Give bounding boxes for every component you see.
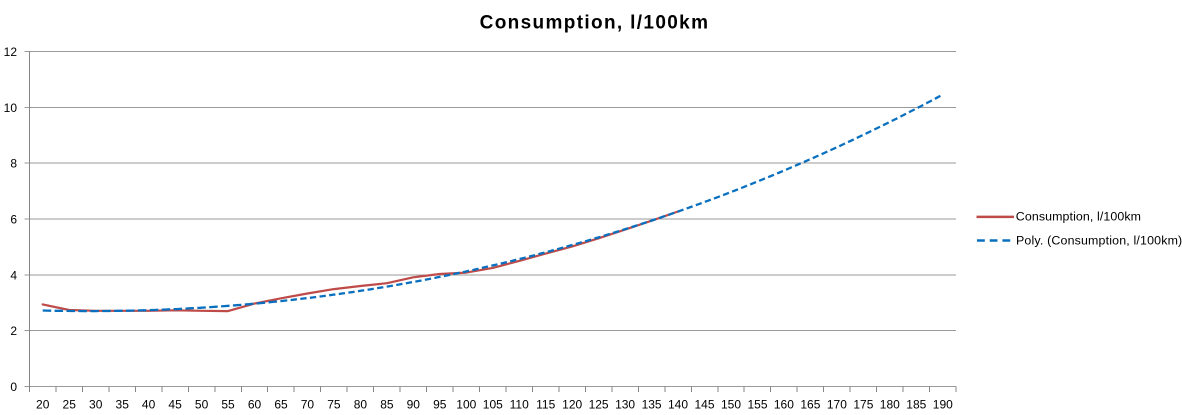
svg-text:125: 125 (589, 397, 609, 411)
svg-text:130: 130 (615, 397, 635, 411)
svg-text:70: 70 (301, 397, 315, 411)
svg-text:160: 160 (774, 397, 794, 411)
svg-text:40: 40 (142, 397, 156, 411)
svg-text:165: 165 (800, 397, 820, 411)
svg-text:90: 90 (407, 397, 421, 411)
svg-text:105: 105 (483, 397, 503, 411)
svg-text:Consumption, l/100km: Consumption, l/100km (480, 13, 710, 34)
svg-text:120: 120 (562, 397, 582, 411)
svg-text:180: 180 (880, 397, 900, 411)
svg-text:190: 190 (933, 397, 953, 411)
svg-text:135: 135 (642, 397, 662, 411)
svg-text:8: 8 (10, 157, 17, 171)
svg-text:4: 4 (10, 269, 17, 283)
svg-text:0: 0 (10, 380, 17, 394)
svg-text:55: 55 (221, 397, 235, 411)
svg-text:85: 85 (380, 397, 394, 411)
svg-text:20: 20 (36, 397, 50, 411)
svg-text:175: 175 (853, 397, 873, 411)
svg-text:185: 185 (906, 397, 926, 411)
svg-text:155: 155 (747, 397, 767, 411)
svg-text:Poly. (Consumption, l/100km): Poly. (Consumption, l/100km) (1016, 234, 1182, 248)
svg-text:35: 35 (116, 397, 130, 411)
svg-text:145: 145 (694, 397, 714, 411)
svg-text:110: 110 (510, 397, 529, 411)
svg-text:150: 150 (721, 397, 741, 411)
svg-text:30: 30 (89, 397, 103, 411)
svg-text:75: 75 (327, 397, 341, 411)
svg-text:2: 2 (10, 324, 17, 338)
svg-text:25: 25 (63, 397, 77, 411)
svg-text:100: 100 (456, 397, 476, 411)
svg-text:60: 60 (248, 397, 262, 411)
svg-text:170: 170 (827, 397, 847, 411)
svg-text:80: 80 (354, 397, 368, 411)
svg-text:50: 50 (195, 397, 209, 411)
svg-text:140: 140 (668, 397, 688, 411)
svg-text:95: 95 (433, 397, 447, 411)
svg-text:45: 45 (168, 397, 182, 411)
svg-text:12: 12 (4, 45, 18, 59)
svg-text:65: 65 (274, 397, 288, 411)
svg-text:115: 115 (536, 397, 555, 411)
svg-text:Consumption, l/100km: Consumption, l/100km (1016, 210, 1141, 224)
svg-text:6: 6 (10, 213, 17, 227)
svg-text:10: 10 (4, 101, 18, 115)
